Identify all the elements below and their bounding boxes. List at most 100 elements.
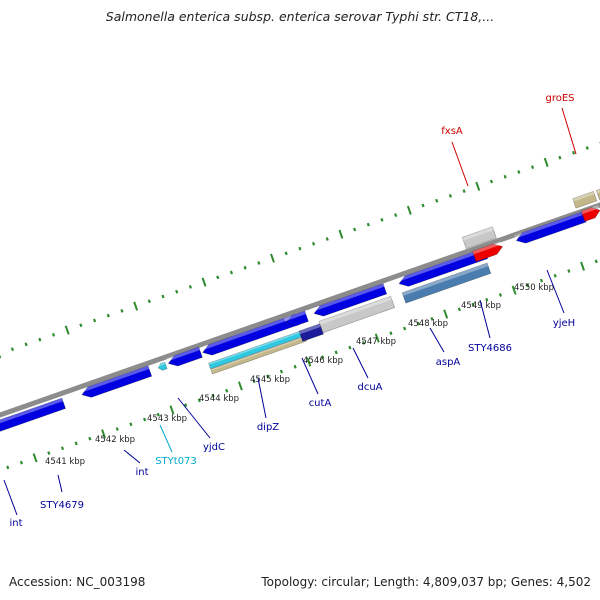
outer-tick <box>216 275 220 280</box>
outer-tick <box>311 241 316 246</box>
gene-feature <box>318 295 396 334</box>
outer-tick <box>380 217 384 222</box>
inner-tick <box>443 309 449 319</box>
inner-tick <box>293 364 297 369</box>
gene-label-leader <box>429 327 445 353</box>
outer-tick <box>93 318 97 323</box>
outer-tick <box>175 289 179 294</box>
inner-tick <box>403 326 407 331</box>
outer-tick <box>79 323 83 328</box>
outer-tick <box>188 285 192 289</box>
outer-tick <box>201 277 207 287</box>
inner-tick <box>471 302 475 307</box>
inner-tick <box>88 436 92 441</box>
gene-feature <box>401 262 492 304</box>
outer-tick <box>147 299 151 304</box>
gene-label-leader <box>159 424 173 453</box>
outer-tick-ring <box>0 141 600 359</box>
outer-tick <box>572 150 576 155</box>
gene-label-leader <box>257 377 267 419</box>
gene-feature <box>572 191 598 209</box>
inner-tick <box>539 278 544 283</box>
inner-tick <box>526 283 530 288</box>
inner-tick <box>169 405 175 415</box>
inner-tick <box>334 350 338 355</box>
gene-label: int <box>9 518 22 529</box>
outer-tick <box>435 198 439 203</box>
gene-label-leader <box>546 269 565 314</box>
scale-labels: 4541 kbp 4542 kbp 4543 kbp 4544 kbp 4545 kbp… <box>45 283 554 467</box>
inner-tick <box>374 333 380 343</box>
inner-tick <box>115 427 119 431</box>
gene-label: dcuA <box>357 382 382 393</box>
scale-label: 4541 kbp <box>45 457 85 467</box>
accession-text: Accession: NC_003198 <box>9 575 146 589</box>
outer-tick <box>243 265 247 270</box>
inner-tick <box>184 403 188 407</box>
inner-tick <box>74 441 78 446</box>
outer-tick <box>325 237 329 241</box>
inner-tick <box>225 388 229 393</box>
inner-tick <box>129 422 133 427</box>
outer-tick <box>475 181 481 191</box>
inner-tick <box>594 259 598 264</box>
gene-label: aspA <box>436 357 461 368</box>
gene-feature <box>298 323 324 342</box>
topology-text: Topology: circular; Length: 4,809,037 bp… <box>261 575 591 589</box>
outer-tick <box>543 157 549 167</box>
outer-tick <box>64 325 70 335</box>
gene-label: STYt073 <box>155 456 197 467</box>
gene-label-leaders <box>3 107 577 516</box>
gene-label: cutA <box>309 398 332 409</box>
inner-tick <box>47 451 51 455</box>
scale-label: 4548 kbp <box>408 319 448 329</box>
outer-tick <box>298 246 302 251</box>
gene-label: STY4686 <box>468 343 512 354</box>
gene-feature <box>461 226 497 250</box>
gene-label: groES <box>545 93 574 104</box>
gene-feature <box>514 211 587 244</box>
scale-label: 4550 kbp <box>514 283 554 293</box>
feature-track <box>0 182 600 434</box>
outer-tick <box>133 301 139 311</box>
outer-tick <box>585 146 589 150</box>
inner-tick <box>485 297 489 302</box>
gene-label-leader <box>177 397 211 439</box>
outer-tick <box>517 170 521 174</box>
scale-label: 4547 kbp <box>356 337 396 347</box>
gene-label: STY4679 <box>40 500 84 511</box>
inner-tick <box>416 321 420 326</box>
gene-label-leader <box>3 479 18 516</box>
gene-feature <box>0 397 66 434</box>
inner-tick <box>6 465 10 470</box>
outer-tick <box>161 294 165 299</box>
gene-label-leader <box>451 141 469 187</box>
inner-tick-ring <box>6 259 598 470</box>
inner-tick <box>19 460 23 465</box>
gene-label-leader <box>352 347 369 379</box>
outer-tick <box>10 347 15 352</box>
gene-feature <box>472 241 504 263</box>
map-title: Salmonella enterica subsp. enterica sero… <box>105 9 495 24</box>
outer-tick <box>24 342 28 347</box>
outer-tick <box>448 194 452 198</box>
outer-tick <box>366 222 370 227</box>
scale-label: 4545 kbp <box>250 375 290 385</box>
inner-tick <box>60 446 65 451</box>
inner-tick <box>430 317 434 321</box>
inner-tick <box>498 293 503 297</box>
outer-tick <box>353 227 357 232</box>
inner-tick <box>156 412 160 417</box>
outer-tick <box>530 165 535 170</box>
inner-tick <box>511 285 517 295</box>
inner-tick <box>567 269 571 273</box>
outer-tick <box>229 270 234 275</box>
outer-tick <box>338 229 344 239</box>
outer-tick <box>394 213 398 217</box>
inner-tick <box>306 357 312 367</box>
inner-tick <box>389 331 393 336</box>
outer-tick <box>489 179 494 184</box>
gene-feature <box>595 182 600 201</box>
gene-label: yjdC <box>203 442 225 453</box>
gene-label-leader <box>561 107 577 155</box>
